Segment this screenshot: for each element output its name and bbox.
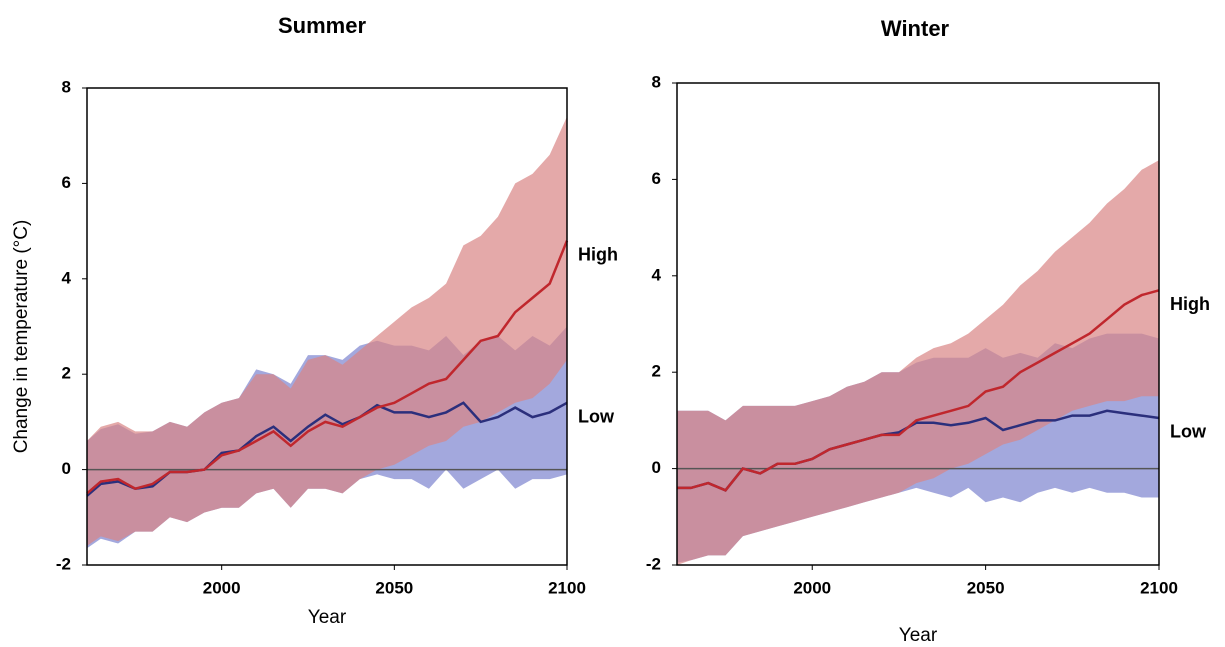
uncertainty-band <box>677 160 1159 565</box>
y-tick-label: 6 <box>62 173 71 192</box>
plot-frame <box>86 87 568 566</box>
y-tick-label: -2 <box>56 554 71 573</box>
y-axis-label: Change in temperature (°C) <box>11 220 32 454</box>
chart-title: Winter <box>881 16 950 41</box>
x-axis-label: Year <box>899 625 938 646</box>
y-tick-label: 0 <box>652 458 661 477</box>
y-tick-label: 2 <box>62 364 71 383</box>
y-tick-label: 4 <box>652 265 662 284</box>
series-line <box>677 289 1160 492</box>
x-tick-label: 2100 <box>1140 578 1178 597</box>
series-line <box>86 240 569 495</box>
x-axis-label: Year <box>308 607 347 628</box>
y-tick-label: -2 <box>646 554 661 573</box>
uncertainty-band <box>87 116 567 546</box>
x-tick-label: 2000 <box>793 578 831 597</box>
y-tick-label: 0 <box>62 459 71 478</box>
y-tick-label: 2 <box>652 362 661 381</box>
legend-label: Low <box>1170 422 1207 442</box>
y-tick-label: 6 <box>652 169 661 188</box>
y-tick-label: 8 <box>652 72 661 91</box>
x-tick-label: 2100 <box>548 578 586 597</box>
legend-label: High <box>578 244 618 264</box>
legend-label: High <box>1170 294 1210 314</box>
x-tick-label: 2050 <box>967 578 1005 597</box>
legend-label: Low <box>578 407 615 427</box>
plot-frame <box>676 82 1160 566</box>
x-tick-label: 2000 <box>203 578 241 597</box>
y-tick-label: 4 <box>62 268 72 287</box>
x-tick-label: 2050 <box>375 578 413 597</box>
chart-title: Summer <box>278 13 366 38</box>
y-tick-label: 8 <box>62 77 71 96</box>
